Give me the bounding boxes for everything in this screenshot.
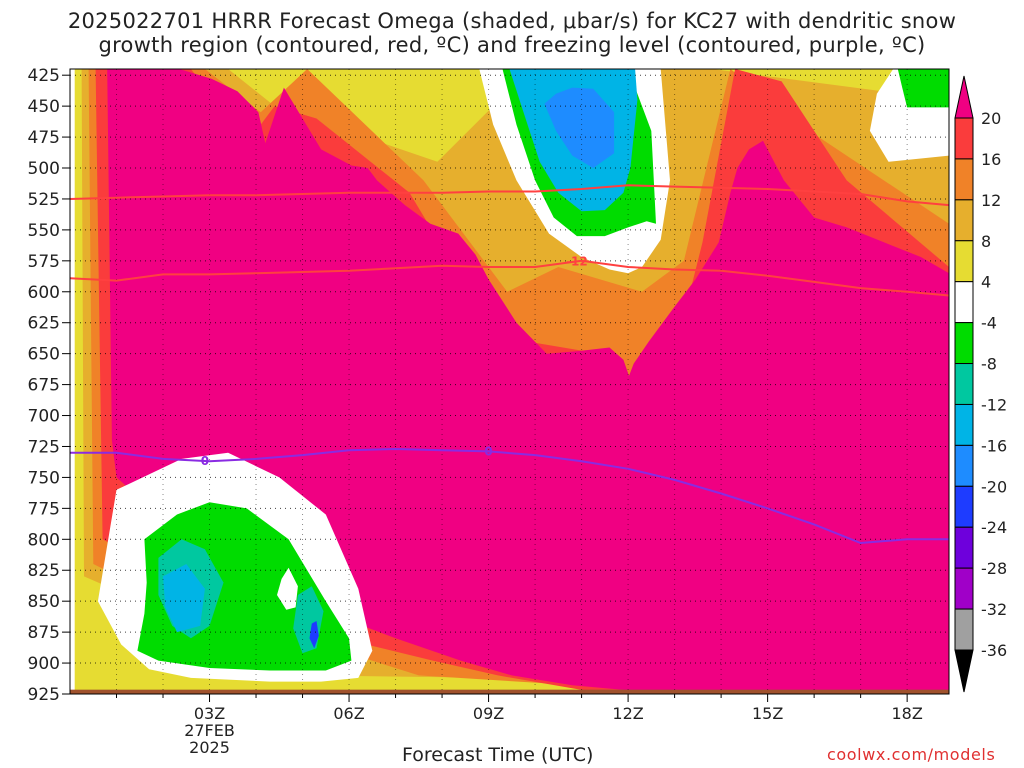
y-tick-label: 550 <box>28 221 60 241</box>
x-tick-label: 09Z <box>473 704 504 723</box>
y-tick-label: 850 <box>28 592 60 612</box>
y-tick-label: 425 <box>28 66 60 86</box>
plot-frame <box>69 68 950 695</box>
grid-lines <box>70 69 949 694</box>
contour-lines: -12 0 0 <box>70 184 949 545</box>
colorbar-label: -32 <box>981 600 1007 619</box>
x-tick-year-label: 2025 <box>189 738 230 757</box>
y-tick-label: 925 <box>28 685 60 705</box>
colorbar: 20 16 12 8 4 -4 -8 -12 -16 -20 -24 -28 -32 -36 <box>954 75 1007 693</box>
x-tick-label: 06Z <box>333 704 364 723</box>
x-axis-label: Forecast Time (UTC) <box>402 744 594 766</box>
colorbar-swatch <box>954 567 974 610</box>
freezing-level-contour-label: 0 <box>484 444 492 458</box>
colorbar-label: 12 <box>981 191 1001 210</box>
omega-shading <box>74 69 949 694</box>
colorbar-label: -16 <box>981 436 1007 455</box>
colorbar-swatch <box>954 608 974 651</box>
colorbar-label: 4 <box>981 273 991 292</box>
y-tick-label: 650 <box>28 345 60 365</box>
colorbar-swatch <box>954 240 974 283</box>
y-tick-label: 625 <box>28 314 60 334</box>
colorbar-label: 16 <box>981 150 1001 169</box>
freezing-level-contour-line <box>70 447 949 545</box>
y-tick-label: 575 <box>28 252 60 272</box>
colorbar-swatch <box>954 322 974 365</box>
y-tick-label: 900 <box>28 654 60 674</box>
colorbar-label: -4 <box>981 314 997 333</box>
omega-region <box>309 621 319 649</box>
colorbar-label: -36 <box>981 641 1007 660</box>
x-tick-label: 15Z <box>752 704 783 723</box>
surface-mask-strip <box>70 689 949 694</box>
y-tick-label: 475 <box>28 128 60 148</box>
chart-title-line-1: 2025022701 HRRR Forecast Omega (shaded, … <box>67 9 957 33</box>
credit-text: coolwx.com/models <box>827 745 996 764</box>
dgz-contour-label: -12 <box>566 254 588 268</box>
colorbar-swatch <box>954 403 974 446</box>
y-tick-label: 800 <box>28 530 60 550</box>
colorbar-swatch <box>954 526 974 569</box>
freezing-level-contour-label: 0 <box>201 454 209 468</box>
y-tick-label: 700 <box>28 407 60 427</box>
colorbar-swatch <box>954 199 974 242</box>
omega-region <box>897 69 949 108</box>
y-tick-label: 825 <box>28 561 60 581</box>
colorbar-swatch <box>954 281 974 324</box>
x-tick-date-label: 27FEB <box>184 721 235 740</box>
dgz-contour-line <box>70 259 949 297</box>
colorbar-label: -8 <box>981 355 997 374</box>
y-tick-label: 725 <box>28 437 60 457</box>
dgz-contour-line <box>70 184 949 207</box>
y-tick-label: 675 <box>28 376 60 396</box>
colorbar-under-triangle <box>954 649 974 693</box>
colorbar-swatch <box>954 485 974 528</box>
colorbar-label: -20 <box>981 477 1007 496</box>
colorbar-label: 8 <box>981 232 991 251</box>
colorbar-label: -24 <box>981 518 1007 537</box>
colorbar-label: 20 <box>981 109 1001 128</box>
y-tick-label: 525 <box>28 190 60 210</box>
colorbar-label: -12 <box>981 395 1007 414</box>
colorbar-swatch <box>954 158 974 201</box>
x-tick-label: 12Z <box>612 704 643 723</box>
y-tick-label: 775 <box>28 499 60 519</box>
surface-mask <box>70 689 949 694</box>
colorbar-label: -28 <box>981 559 1007 578</box>
y-axis: 425 450 475 500 525 550 575 600 625 650 675 700 725 7… <box>28 66 70 705</box>
colorbar-swatch <box>954 117 974 160</box>
colorbar-swatch <box>954 363 974 405</box>
omega-region <box>163 564 205 633</box>
colorbar-swatch <box>954 444 974 487</box>
colorbar-over-triangle <box>954 75 974 119</box>
omega-region <box>277 567 298 610</box>
chart-title-line-2: growth region (contoured, red, ºC) and f… <box>98 33 926 57</box>
omega-region <box>544 87 615 168</box>
y-tick-label: 600 <box>28 283 60 303</box>
y-tick-label: 500 <box>28 159 60 179</box>
y-tick-label: 750 <box>28 468 60 488</box>
x-tick-label: 18Z <box>891 704 922 723</box>
y-tick-label: 875 <box>28 623 60 643</box>
x-tick-label: 03Z <box>194 704 225 723</box>
y-tick-label: 450 <box>28 97 60 117</box>
